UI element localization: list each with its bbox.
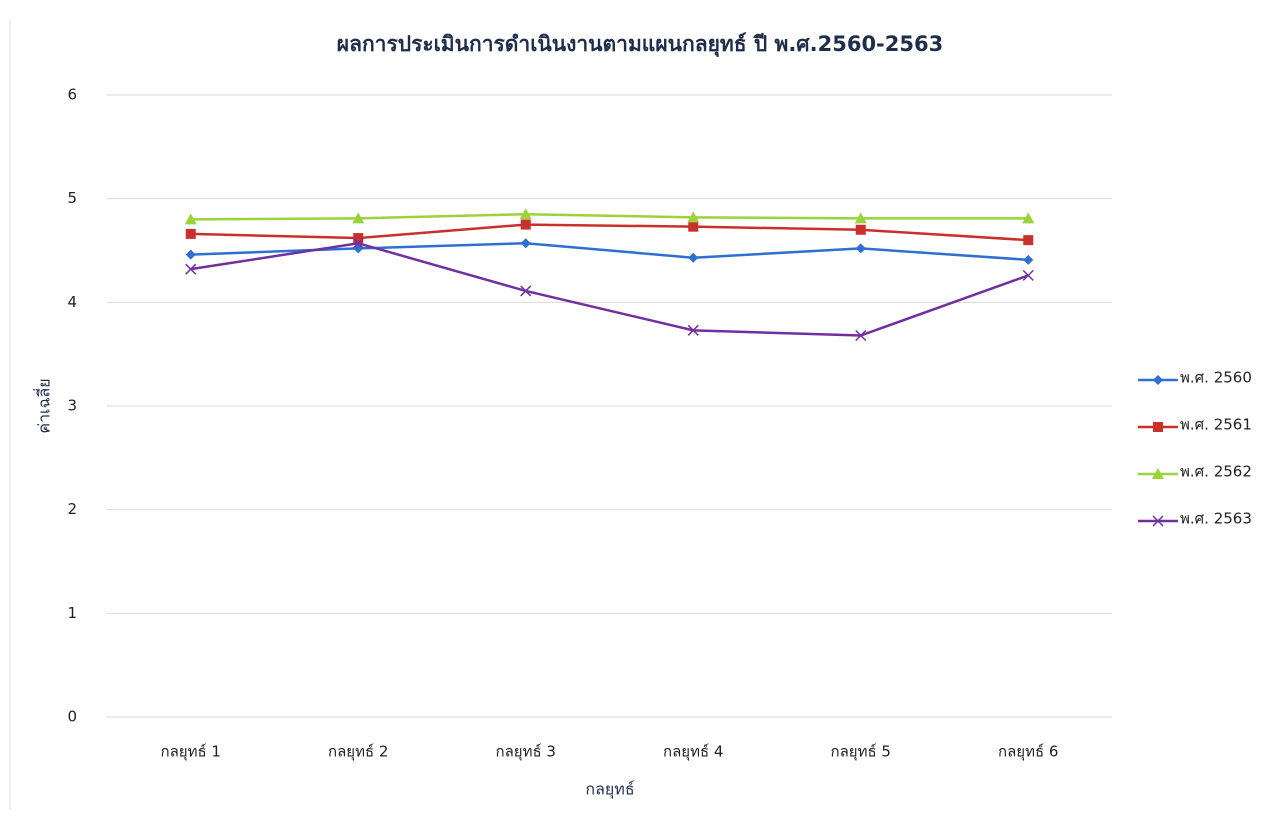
point — [854, 212, 867, 224]
point — [1023, 235, 1034, 246]
x-axis-title: กลยุทธ์ — [585, 780, 634, 800]
series-line — [190, 241, 1029, 262]
legend-marker — [1153, 422, 1163, 432]
x-tick-label: กลยุทธ์ 3 — [496, 743, 556, 762]
point — [688, 221, 699, 232]
point — [519, 208, 532, 220]
y-tick-label: 3 — [67, 397, 77, 415]
x-tick-label: กลยุทธ์ 1 — [161, 743, 221, 762]
point — [352, 237, 364, 249]
point — [1022, 269, 1034, 281]
y-tick-label: 6 — [67, 86, 77, 104]
point — [185, 228, 196, 239]
y-tick-label: 1 — [67, 604, 77, 622]
series-line — [190, 241, 1029, 337]
point — [855, 329, 867, 342]
legend-label: พ.ศ. 2561 — [1180, 416, 1252, 434]
legend-marker — [1152, 468, 1164, 479]
point — [185, 249, 196, 260]
legend-label: พ.ศ. 2562 — [1180, 463, 1252, 481]
point — [185, 263, 197, 275]
series-line — [190, 212, 1029, 221]
series-line — [190, 223, 1029, 242]
point — [855, 243, 866, 254]
y-tick-label: 2 — [67, 500, 77, 518]
point — [184, 213, 197, 225]
legend-label: พ.ศ. 2560 — [1180, 369, 1252, 387]
legend-marker — [1152, 515, 1164, 527]
point — [520, 219, 531, 230]
y-tick-label: 5 — [67, 189, 77, 207]
y-tick-label: 0 — [67, 708, 77, 726]
point — [855, 224, 866, 235]
x-tick-label: กลยุทธ์ 6 — [998, 743, 1058, 762]
legend-marker — [1153, 375, 1163, 385]
point — [688, 252, 699, 263]
chart-title: ผลการประเมินการดำเนินงานตามแผนกลยุทธ์ ปี… — [337, 32, 943, 58]
point — [520, 238, 531, 249]
point — [352, 212, 365, 224]
point — [687, 211, 700, 223]
legend-label: พ.ศ. 2563 — [1180, 510, 1252, 528]
point — [353, 233, 364, 244]
x-tick-label: กลยุทธ์ 2 — [328, 743, 388, 762]
y-tick-label: 4 — [67, 293, 77, 311]
point — [520, 285, 532, 297]
x-tick-label: กลยุทธ์ 4 — [663, 743, 723, 762]
point — [1023, 254, 1034, 265]
point — [1022, 212, 1035, 224]
point — [687, 324, 699, 336]
y-axis-title: ค่าเฉลี่ย — [33, 378, 54, 433]
x-tick-label: กลยุทธ์ 5 — [831, 743, 891, 762]
